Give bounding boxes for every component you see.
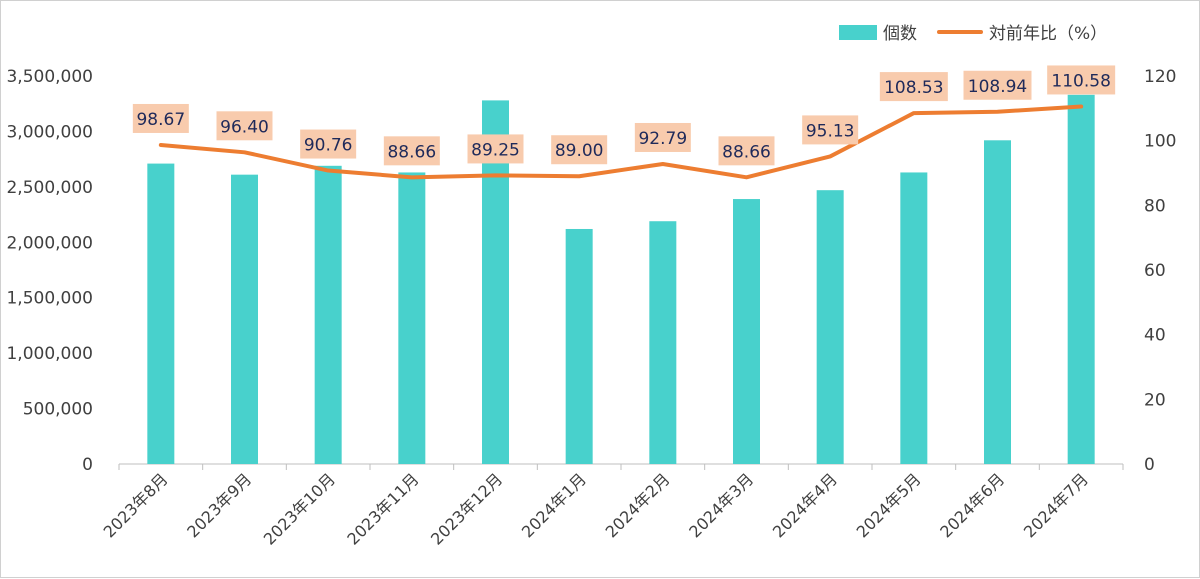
x-tick-label: 2023年12月 — [427, 469, 506, 548]
bar — [816, 190, 844, 464]
y-left-tick-label: 1,500,000 — [6, 289, 93, 309]
x-tick-label: 2024年1月 — [518, 469, 590, 541]
bar — [900, 172, 928, 464]
data-label-bg — [383, 136, 440, 166]
y-right-tick-label: 60 — [1144, 261, 1166, 281]
y-right-tick-label: 0 — [1144, 455, 1155, 475]
y-left-tick-label: 1,000,000 — [6, 344, 93, 364]
data-label: 92.79 — [638, 129, 687, 149]
data-label: 90.76 — [304, 136, 353, 156]
y-right-tick-label: 100 — [1144, 132, 1176, 152]
data-label-bg — [1047, 65, 1116, 95]
line-series-yoy — [158, 104, 1084, 180]
data-label: 89.00 — [555, 141, 604, 161]
legend-label-bars: 個数 — [883, 24, 917, 44]
bar — [649, 221, 677, 464]
bar — [565, 228, 593, 464]
data-label-bg — [551, 135, 608, 165]
data-label-bg — [879, 72, 948, 102]
x-tick-label: 2023年10月 — [260, 469, 339, 548]
data-label-bg — [132, 103, 189, 133]
data-label: 88.66 — [387, 142, 436, 162]
legend-label-line: 対前年比（%） — [989, 24, 1107, 44]
bar — [733, 199, 760, 464]
y-left-tick-label: 2,500,000 — [6, 178, 93, 198]
x-tick-label: 2024年6月 — [936, 469, 1008, 541]
x-tick-label: 2024年2月 — [602, 469, 674, 541]
y-left-tick-label: 3,500,000 — [6, 67, 93, 87]
x-tick-label: 2023年11月 — [343, 469, 422, 548]
data-label-bg — [300, 129, 357, 159]
y-left-tick-label: 0 — [82, 455, 93, 475]
bar — [1067, 94, 1095, 465]
x-tick-label: 2024年7月 — [1020, 469, 1092, 541]
bar — [147, 163, 175, 464]
y-right-tick-label: 20 — [1144, 390, 1166, 410]
data-label: 110.58 — [1051, 71, 1110, 91]
data-label-bg — [718, 136, 775, 166]
bar — [984, 140, 1011, 464]
bar — [231, 174, 258, 465]
x-tick-label: 2024年5月 — [853, 469, 925, 541]
y-right-tick-label: 120 — [1144, 67, 1176, 87]
data-label: 96.40 — [220, 117, 269, 137]
data-label-bg — [467, 134, 524, 164]
bar — [314, 165, 342, 464]
y-left-tick-label: 3,000,000 — [6, 122, 93, 142]
data-label-bg — [216, 111, 273, 141]
data-label: 98.67 — [136, 110, 185, 130]
data-label-bg — [963, 70, 1032, 100]
data-label-bg — [802, 115, 859, 145]
y-left-tick-label: 2,000,000 — [6, 233, 93, 253]
x-tick-label: 2023年9月 — [183, 469, 255, 541]
x-tick-label: 2024年3月 — [685, 469, 757, 541]
data-label: 108.53 — [884, 78, 943, 98]
y-right-tick-label: 40 — [1144, 326, 1166, 346]
data-label: 89.25 — [471, 140, 520, 160]
data-label: 95.13 — [806, 121, 855, 141]
data-label: 108.94 — [968, 77, 1027, 97]
legend-swatch-bars — [839, 25, 877, 40]
data-label: 88.66 — [722, 142, 771, 162]
y-right-tick-label: 80 — [1144, 196, 1166, 216]
x-tick-label: 2024年4月 — [769, 469, 841, 541]
bar — [398, 172, 426, 464]
data-label-bg — [634, 122, 691, 152]
x-tick-label: 2023年8月 — [100, 469, 172, 541]
y-left-tick-label: 500,000 — [23, 400, 93, 420]
